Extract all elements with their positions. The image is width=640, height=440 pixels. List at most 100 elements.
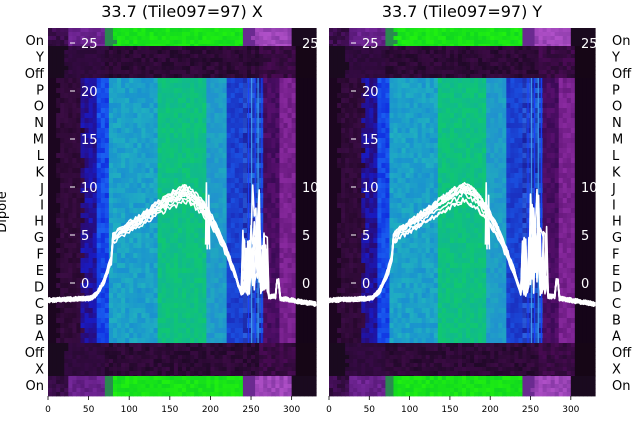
heatmap-cell [117, 168, 122, 174]
heatmap-cell [190, 62, 195, 67]
heatmap-cell [153, 28, 159, 33]
heatmap-cell [283, 128, 289, 134]
heatmap-cell [275, 193, 281, 199]
heatmap-cell [64, 238, 69, 244]
heatmap-cell [112, 268, 118, 274]
heatmap-cell [137, 313, 142, 319]
heatmap-cell [88, 263, 94, 269]
heatmap-cell [56, 118, 61, 124]
heatmap-cell [157, 293, 163, 299]
heatmap-cell [287, 44, 293, 47]
heatmap-cell [149, 46, 155, 51]
heatmap-cell [48, 203, 53, 209]
heatmap-cell [202, 78, 207, 84]
heatmap-cell [263, 54, 268, 59]
heatmap-cell [149, 367, 155, 372]
heatmap-cell [311, 258, 317, 264]
heatmap-cell [48, 338, 53, 344]
heatmap-cell [80, 36, 86, 41]
heatmap-cell [307, 363, 313, 368]
heatmap-cell [56, 238, 61, 244]
heatmap-cell [182, 46, 187, 51]
heatmap-cell [169, 50, 175, 55]
heatmap-cell [177, 78, 183, 84]
heatmap-cell [291, 32, 297, 37]
heatmap-cell [267, 218, 272, 224]
heatmap-cell [108, 103, 114, 109]
heatmap-cell [267, 278, 272, 284]
heatmap-cell [129, 178, 134, 184]
heatmap-cell [222, 113, 228, 119]
heatmap-cell [267, 208, 272, 214]
heatmap-cell [108, 198, 114, 204]
heatmap-cell [194, 371, 199, 376]
heatmap-cell [275, 153, 281, 159]
heatmap-cell [287, 359, 293, 364]
heatmap-cell [303, 303, 309, 309]
heatmap-cell [80, 58, 86, 63]
heatmap-cell [295, 28, 301, 33]
heatmap-cell [230, 253, 236, 259]
heatmap-cell [92, 103, 98, 109]
heatmap-cell [307, 113, 313, 119]
heatmap-cell [291, 178, 297, 184]
heatmap-cell [279, 278, 285, 284]
heatmap-cell [84, 218, 90, 224]
heatmap-cell [311, 253, 317, 259]
heatmap-cell [153, 293, 159, 299]
heatmap-cell [279, 78, 285, 84]
heatmap-cell [92, 308, 98, 314]
heatmap-cell [145, 118, 151, 124]
heatmap-cell [246, 98, 252, 104]
heatmap-cell [141, 347, 147, 352]
heatmap-cell [129, 98, 134, 104]
heatmap-cell [230, 371, 236, 376]
heatmap-cell [311, 338, 317, 344]
heatmap-cell [210, 178, 216, 184]
heatmap-cell [137, 32, 142, 37]
heatmap-cell [238, 343, 244, 348]
heatmap-cell [214, 193, 220, 199]
heatmap-cell [161, 128, 167, 134]
heatmap-cell [112, 313, 118, 319]
heatmap-cell [141, 351, 147, 356]
heatmap-cell [299, 158, 305, 164]
heatmap-cell [173, 148, 179, 154]
heatmap-cell [92, 223, 98, 229]
heatmap-cell [161, 313, 167, 319]
heatmap-cell [92, 108, 98, 114]
heatmap-cell [125, 66, 130, 71]
heatmap-cell [299, 288, 305, 294]
heatmap-cell [48, 148, 53, 154]
heatmap-cell [263, 123, 268, 129]
heatmap-cell [222, 208, 228, 214]
heatmap-cell [283, 288, 289, 294]
heatmap-cell [234, 213, 240, 219]
heatmap-cell [206, 123, 212, 129]
heatmap-cell [169, 293, 175, 299]
heatmap-cell [251, 28, 256, 33]
heatmap-cell [117, 243, 122, 249]
heatmap-cell [80, 133, 86, 139]
heatmap-cell [137, 158, 142, 164]
heatmap-cell [206, 46, 212, 51]
heatmap-cell [153, 143, 159, 149]
heatmap-cell [283, 153, 289, 159]
heatmap-cell [84, 338, 90, 344]
heatmap-cell [198, 98, 203, 104]
heatmap-cell [129, 308, 134, 314]
heatmap-cell [202, 74, 207, 79]
heatmap-cell [72, 70, 78, 75]
heatmap-cell [149, 40, 155, 45]
heatmap-cell [157, 93, 163, 99]
heatmap-cell [263, 351, 268, 356]
heatmap-cell [137, 46, 142, 51]
heatmap-cell [76, 138, 82, 144]
heatmap-cell [303, 148, 309, 154]
heatmap-cell [177, 313, 183, 319]
heatmap-cell [271, 88, 276, 94]
heatmap-cell [149, 278, 155, 284]
heatmap-cell [202, 376, 207, 381]
heatmap-cell [291, 367, 297, 372]
heatmap-cell [137, 338, 142, 344]
